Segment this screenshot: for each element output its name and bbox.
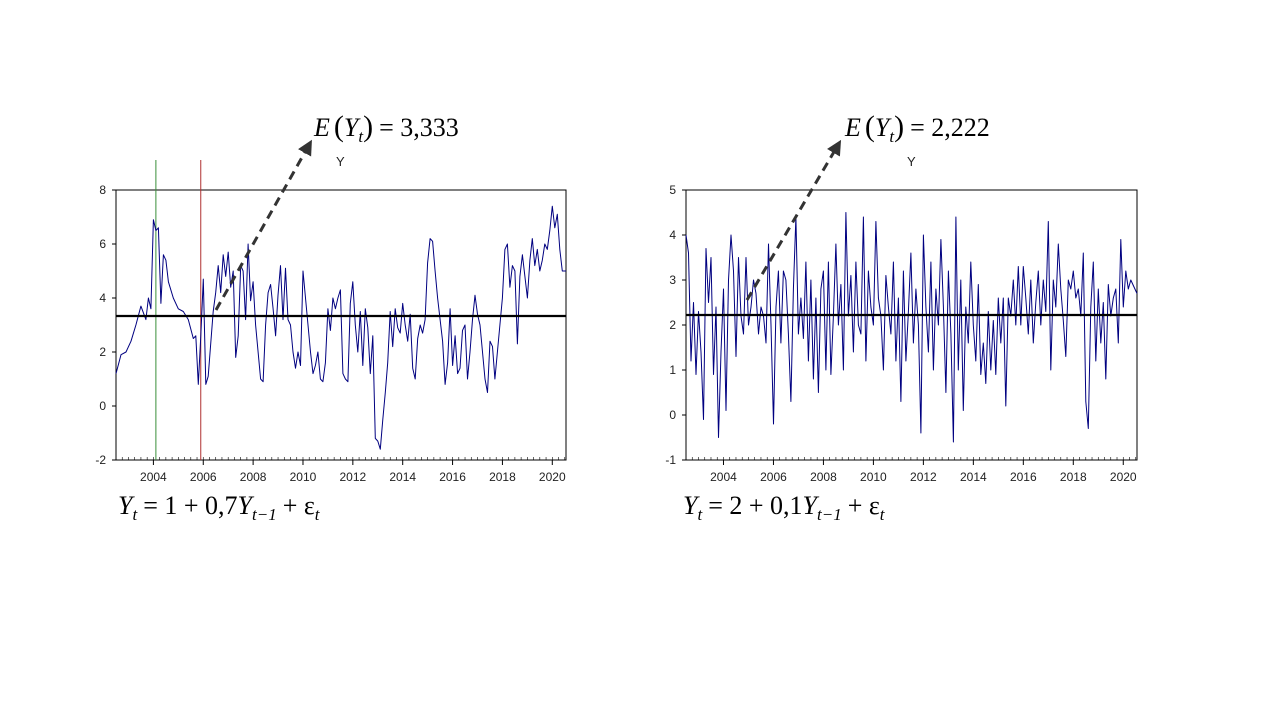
left-series-label: Y	[336, 154, 345, 169]
right-x-tick-label: 2014	[960, 470, 987, 484]
left-x-tick-label: 2020	[539, 470, 566, 484]
left-x-tick-label: 2008	[240, 470, 267, 484]
left-mean-arg: Y	[344, 113, 361, 142]
right-mean-arg: Y	[875, 113, 892, 142]
right-x-tick-label: 2006	[760, 470, 787, 484]
left-mean-rhs: = 3,333	[379, 113, 459, 142]
right-eq-rhs-a: = 2 + 0,1	[708, 491, 802, 520]
right-eq-lhs-sub: t	[697, 505, 703, 524]
left-x-tick-label: 2014	[389, 470, 416, 484]
left-mean-arrow	[214, 139, 312, 311]
right-equation: Yt = 2 + 0,1Yt−1 + εt	[683, 491, 886, 524]
left-y-tick-label: 4	[99, 291, 106, 305]
right-eq-lhs: Y	[683, 491, 700, 520]
right-series-label: Y	[907, 154, 916, 169]
right-x-tick-label: 2016	[1010, 470, 1037, 484]
left-x-tick-label: 2004	[140, 470, 167, 484]
right-mean-formula: E (Yt) = 2,222	[844, 110, 990, 146]
right-plot-frame	[685, 189, 1138, 461]
right-eq-rhs-c-sub: t	[880, 505, 886, 524]
right-plot-area: 2004 2006 2008 2010 2012 2014 2016 2018 2020 -1 0 1…	[665, 183, 1138, 484]
left-x-tick-label: 2010	[290, 470, 317, 484]
left-x-tick-label: 2012	[339, 470, 366, 484]
left-equation: Yt = 1 + 0,7Yt−1 + εt	[118, 491, 321, 524]
left-mean-sub: t	[358, 127, 364, 146]
left-y-tick-label: -2	[95, 453, 106, 467]
left-y-tick-label: 6	[99, 237, 106, 251]
left-mean-lhs: E	[313, 113, 330, 142]
left-x-tick-label: 2018	[489, 470, 516, 484]
right-mean-lhs: E	[844, 113, 861, 142]
left-series-line	[115, 205, 566, 450]
right-mean-sub: t	[889, 127, 895, 146]
left-plot-area: 2004 2006 2008 2010 2012 2014 2016 2018 2020 -2 0 2…	[95, 160, 567, 484]
left-eq-rhs-b: Y	[238, 491, 255, 520]
left-eq-lhs-sub: t	[132, 505, 138, 524]
left-y-tick-label: 2	[99, 345, 106, 359]
left-eq-rhs-a: = 1 + 0,7	[143, 491, 237, 520]
right-x-tick-label: 2020	[1110, 470, 1137, 484]
right-series-line	[685, 212, 1138, 443]
right-x-tick-label: 2004	[710, 470, 737, 484]
left-eq-lhs: Y	[118, 491, 135, 520]
right-mean-rhs: = 2,222	[910, 113, 990, 142]
left-eq-rhs-b-sub: t−1	[252, 505, 277, 524]
right-eq-rhs-c: + ε	[848, 491, 880, 520]
right-y-tick-label: 0	[669, 408, 676, 422]
right-x-tick-label: 2012	[910, 470, 937, 484]
right-x-tick-label: 2010	[860, 470, 887, 484]
right-eq-rhs-b-sub: t−1	[817, 505, 842, 524]
left-eq-rhs-c: + ε	[283, 491, 315, 520]
left-eq-rhs-c-sub: t	[315, 505, 321, 524]
left-mean-formula: E (Yt) = 3,333	[313, 110, 459, 146]
right-y-tick-label: 5	[669, 183, 676, 197]
right-x-tick-label: 2008	[810, 470, 837, 484]
left-y-tick-label: 0	[99, 399, 106, 413]
right-panel: 2004 2006 2008 2010 2012 2014 2016 2018 2020 -1 0 1…	[665, 110, 1138, 524]
right-eq-rhs-b: Y	[803, 491, 820, 520]
right-y-tick-label: 4	[669, 228, 676, 242]
left-x-tick-label: 2006	[190, 470, 217, 484]
left-panel: 2004 2006 2008 2010 2012 2014 2016 2018 2020 -2 0 2…	[95, 110, 567, 524]
right-y-tick-label: 1	[669, 363, 676, 377]
left-x-tick-label: 2016	[439, 470, 466, 484]
right-y-tick-label: 3	[669, 273, 676, 287]
right-y-tick-label: 2	[669, 318, 676, 332]
right-x-tick-label: 2018	[1060, 470, 1087, 484]
left-y-tick-label: 8	[99, 183, 106, 197]
right-y-tick-label: -1	[665, 453, 676, 467]
